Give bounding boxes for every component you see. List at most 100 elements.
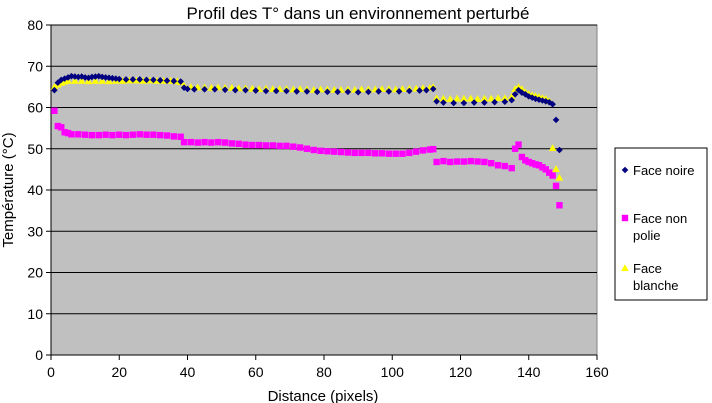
data-point <box>180 138 188 146</box>
data-point <box>115 75 123 83</box>
legend-item: Face noire <box>621 163 694 178</box>
data-point <box>508 96 515 104</box>
data-point <box>64 129 72 137</box>
data-point <box>429 85 437 93</box>
x-tick-label: 20 <box>111 364 127 380</box>
data-point <box>365 149 372 157</box>
legend-marker <box>621 214 629 222</box>
data-point <box>310 146 317 154</box>
data-point <box>150 76 157 84</box>
data-point <box>50 83 59 90</box>
data-point <box>88 131 96 139</box>
data-point <box>334 88 341 96</box>
data-point <box>467 157 474 165</box>
data-point <box>208 139 215 146</box>
data-point <box>191 86 198 93</box>
data-point <box>460 94 468 102</box>
x-tick-label: 160 <box>585 364 609 380</box>
data-point <box>170 77 178 85</box>
data-point <box>331 148 338 155</box>
series-layer <box>50 72 564 209</box>
data-point <box>221 139 229 146</box>
grid-lines <box>51 24 597 315</box>
data-point <box>150 131 157 138</box>
data-point <box>501 94 509 102</box>
data-point <box>283 142 290 150</box>
data-point <box>201 86 208 93</box>
data-point <box>303 88 311 95</box>
data-point <box>177 133 184 140</box>
data-point <box>290 143 297 150</box>
data-point <box>556 146 563 154</box>
data-point <box>324 148 331 155</box>
y-tick-label: 60 <box>27 100 43 116</box>
data-point <box>556 202 563 209</box>
data-point <box>129 76 137 83</box>
data-point <box>549 172 556 179</box>
data-point <box>392 150 399 157</box>
series-face-noire <box>51 72 563 154</box>
data-point <box>252 87 260 94</box>
data-point <box>283 87 290 95</box>
data-point <box>313 88 321 96</box>
data-point <box>419 147 427 154</box>
data-point <box>481 158 488 166</box>
data-point <box>494 94 502 102</box>
data-point <box>528 159 536 167</box>
data-point <box>535 162 543 169</box>
data-point <box>276 142 283 150</box>
data-point <box>255 141 263 149</box>
y-tick-label: 10 <box>27 306 43 322</box>
data-point <box>303 145 311 152</box>
x-tick-label: 0 <box>47 364 55 380</box>
data-point <box>365 88 372 96</box>
data-point <box>439 94 448 102</box>
data-point <box>136 131 143 138</box>
x-tick-label: 100 <box>381 364 405 380</box>
data-point <box>242 141 249 148</box>
data-point <box>122 131 130 139</box>
data-point <box>470 99 478 106</box>
data-point <box>473 95 482 102</box>
data-point <box>242 86 249 94</box>
data-point <box>109 131 116 139</box>
data-point <box>542 98 550 105</box>
data-point <box>433 158 440 166</box>
data-point <box>539 164 546 171</box>
y-tick-label: 30 <box>27 223 43 239</box>
data-point <box>156 76 164 84</box>
data-point <box>460 158 468 165</box>
data-point <box>337 148 345 156</box>
data-point <box>440 99 447 106</box>
data-point <box>139 76 147 84</box>
legend-items: Face noire Face non polie Face blanche <box>621 163 694 293</box>
data-point <box>385 150 393 157</box>
data-point <box>488 159 495 167</box>
data-point <box>136 76 144 83</box>
data-point <box>406 87 413 95</box>
data-point <box>525 93 533 100</box>
data-point <box>546 169 553 176</box>
data-point <box>68 131 75 138</box>
data-point <box>430 145 437 153</box>
data-point <box>491 98 498 106</box>
data-point <box>522 157 529 164</box>
x-tick-label: 120 <box>449 364 473 380</box>
data-point <box>296 144 304 151</box>
data-point <box>474 158 481 165</box>
data-point <box>215 138 222 146</box>
data-point <box>180 84 188 91</box>
data-point <box>508 164 515 172</box>
x-axis-label: Distance (pixels) <box>268 388 379 403</box>
data-point <box>542 166 550 173</box>
data-point <box>487 94 496 102</box>
legend-marker <box>621 264 629 272</box>
data-point <box>548 144 557 151</box>
data-point <box>95 131 102 139</box>
data-point <box>71 76 79 84</box>
data-point <box>51 107 58 114</box>
legend-item: Face blanche <box>621 261 679 293</box>
legend-marker <box>621 166 629 174</box>
x-tick-label: 40 <box>180 364 196 380</box>
y-tick-label: 80 <box>27 17 43 33</box>
